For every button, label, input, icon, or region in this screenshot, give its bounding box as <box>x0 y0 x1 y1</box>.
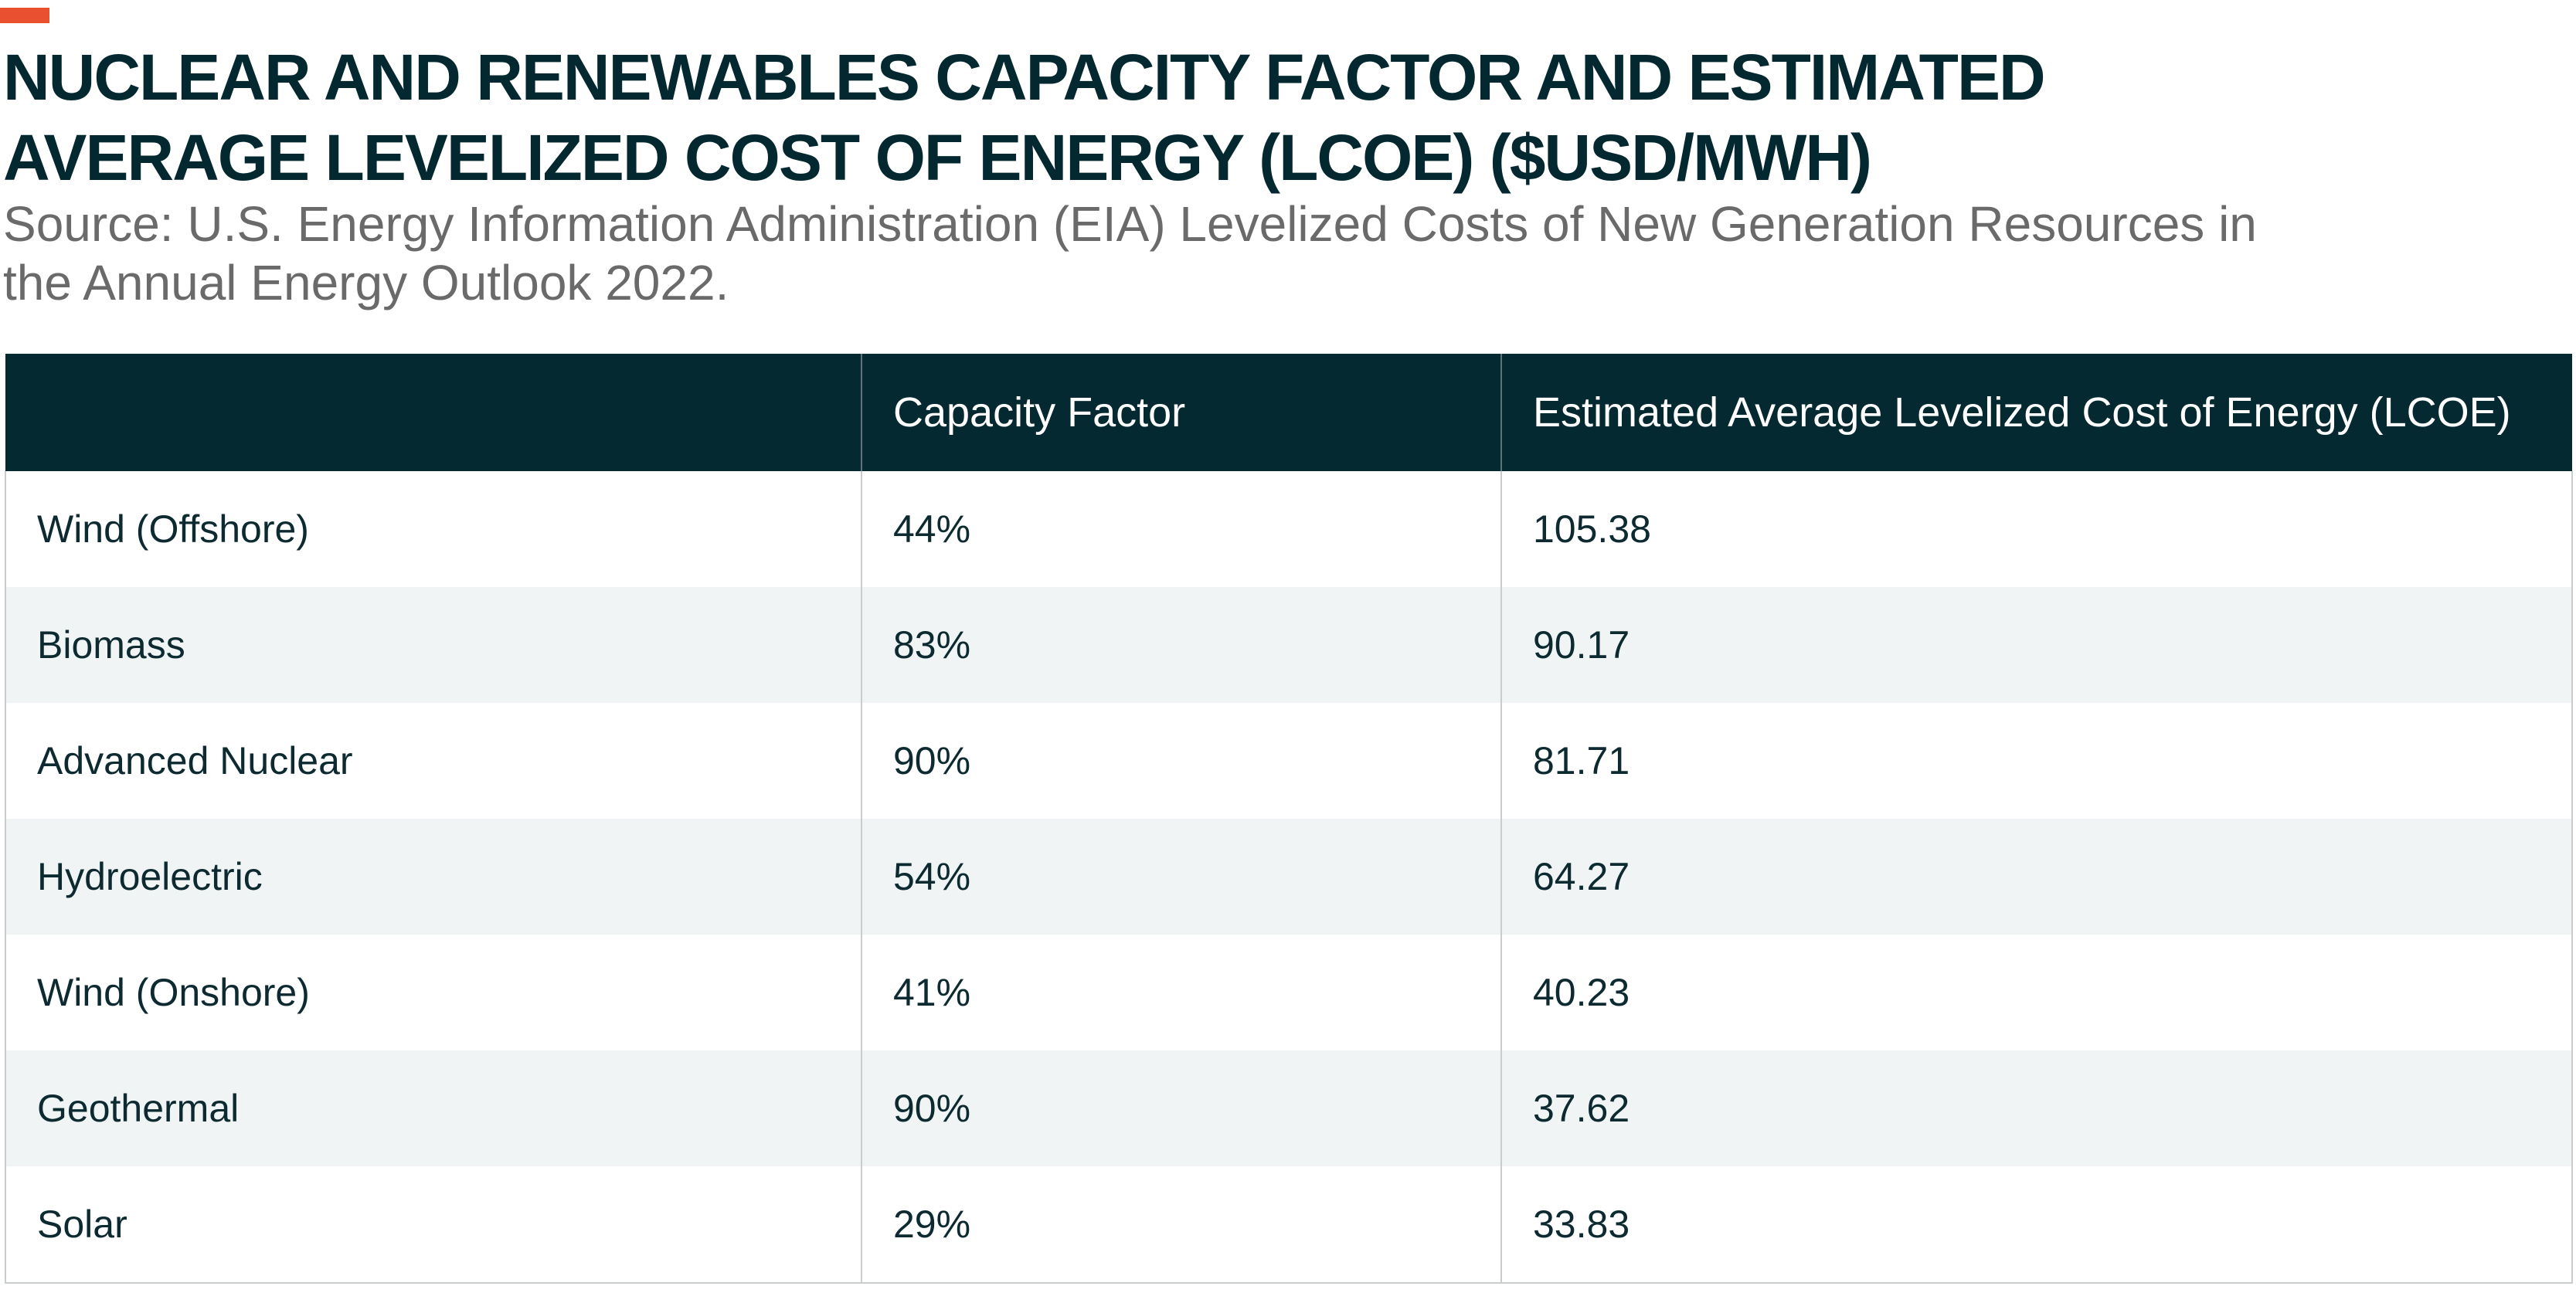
cell-source: Wind (Offshore) <box>5 471 861 587</box>
cell-lcoe: 81.71 <box>1500 703 2573 819</box>
table-body: Wind (Offshore) 44% 105.38 Biomass 83% 90.17 A… <box>5 471 2573 1284</box>
cell-source: Solar <box>5 1166 861 1284</box>
cell-capacity-factor: 83% <box>861 587 1501 703</box>
table-row: Solar 29% 33.83 <box>5 1166 2573 1284</box>
cell-capacity-factor: 41% <box>861 935 1501 1050</box>
header-lcoe: Estimated Average Levelized Cost of Ener… <box>1500 354 2572 471</box>
accent-bar <box>0 8 49 23</box>
cell-capacity-factor: 44% <box>861 471 1501 587</box>
cell-source: Hydroelectric <box>5 819 861 935</box>
table-row: Advanced Nuclear 90% 81.71 <box>5 703 2573 819</box>
table-header-row: Capacity Factor Estimated Average Leveli… <box>5 354 2572 471</box>
table-row: Wind (Offshore) 44% 105.38 <box>5 471 2573 587</box>
chart-source-note: Source: U.S. Energy Information Administ… <box>3 196 2257 310</box>
cell-source: Advanced Nuclear <box>5 703 861 819</box>
cell-lcoe: 33.83 <box>1500 1166 2573 1284</box>
lcoe-table: Capacity Factor Estimated Average Leveli… <box>5 354 2573 1284</box>
cell-lcoe: 90.17 <box>1500 587 2573 703</box>
table-row: Biomass 83% 90.17 <box>5 587 2573 703</box>
cell-source: Geothermal <box>5 1050 861 1166</box>
chart-title: NUCLEAR AND RENEWABLES CAPACITY FACTOR A… <box>3 41 2046 194</box>
table-row: Wind (Onshore) 41% 40.23 <box>5 935 2573 1050</box>
cell-lcoe: 64.27 <box>1500 819 2573 935</box>
cell-capacity-factor: 54% <box>861 819 1501 935</box>
cell-capacity-factor: 90% <box>861 1050 1501 1166</box>
header-source <box>5 354 861 471</box>
cell-lcoe: 37.62 <box>1500 1050 2573 1166</box>
cell-source: Biomass <box>5 587 861 703</box>
header-capacity-factor: Capacity Factor <box>861 354 1501 471</box>
cell-lcoe: 105.38 <box>1500 471 2573 587</box>
cell-capacity-factor: 90% <box>861 703 1501 819</box>
cell-source: Wind (Onshore) <box>5 935 861 1050</box>
table-row: Geothermal 90% 37.62 <box>5 1050 2573 1166</box>
table-row: Hydroelectric 54% 64.27 <box>5 819 2573 935</box>
cell-lcoe: 40.23 <box>1500 935 2573 1050</box>
cell-capacity-factor: 29% <box>861 1166 1501 1284</box>
